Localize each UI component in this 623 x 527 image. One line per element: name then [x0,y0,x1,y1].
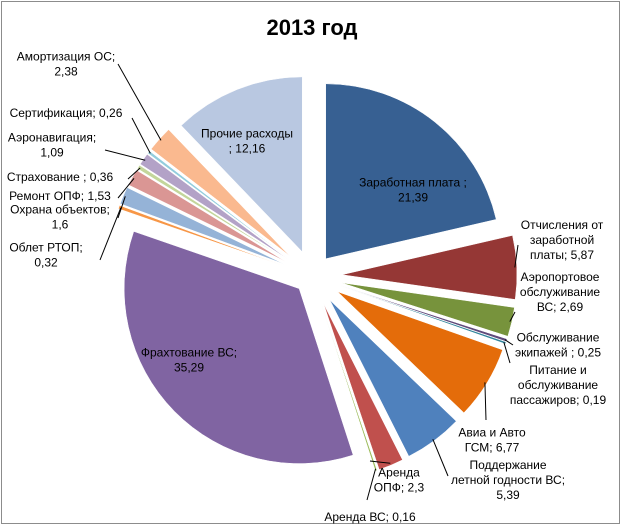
slice-label-13: Ремонт ОПФ; 1,53 [9,189,111,203]
leader-line-8 [369,460,391,464]
slice-label-4: Обслуживание экипажей ; 0,25 [515,331,601,360]
pie-slice-5 [340,285,507,345]
leader-line-9 [366,468,377,501]
slice-label-17: Амортизация ОС; 2,38 [17,50,115,79]
slice-label-1: Заработная плата ; 21,39 [359,176,467,205]
leader-line-15 [104,149,146,161]
slice-label-2: Отчисления от заработной платы; 5,87 [521,218,604,262]
pie-slice-8 [323,303,403,470]
pie-slices [118,76,518,472]
pie-slice-6 [337,291,503,414]
leader-line-14 [127,167,141,180]
slice-label-12: Охрана объектов; 1,6 [10,203,110,232]
leader-line-2 [514,244,519,268]
pie-slice-17 [150,129,290,257]
pie-slice-4 [340,285,508,342]
leader-line-13 [117,178,135,199]
pie-slice-3 [341,282,515,337]
leader-lines [99,63,519,501]
leader-line-4 [504,339,514,346]
pie-slice-15 [139,153,288,260]
pie-slice-1 [325,83,497,260]
slice-label-5: Питание и обслуживание пассажиров; 0,19 [510,363,607,407]
leader-line-12 [117,196,126,219]
slice-label-3: Аэропортовое обслуживание ВС; 2,69 [520,270,601,314]
slice-label-11: Облет РТОП; 0,32 [9,241,82,270]
slice-label-18: Прочие расходы; 12,16 [201,127,293,156]
pie-slice-14 [137,164,287,261]
pie-slice-11 [118,205,284,267]
leader-line-7 [432,438,449,477]
slice-label-7: Поддержание летной годности ВС; 5,39 [451,458,565,502]
chart-title: 2013 год [266,15,357,40]
leader-line-11 [99,207,122,261]
pie-slice-2 [341,235,518,300]
leader-line-5 [503,342,511,364]
slice-label-16: Сертификация; 0,26 [10,106,123,120]
leader-line-6 [484,382,487,421]
pie-slice-18 [180,76,303,253]
slice-labels: Заработная плата ; 21,39 Отчисления от зара… [7,50,607,525]
slice-label-10: Фрахтование ВС; 35,29 [141,346,237,375]
leader-line-3 [509,311,516,322]
leader-line-17 [117,63,162,141]
slice-label-14: Страхование ; 0,36 [7,170,114,184]
slice-label-6: Авиа и Авто ГСМ; 6,77 [458,426,526,455]
slice-label-9: Аренда ВС; 0,16 [324,510,416,524]
leader-line-16 [131,117,151,154]
slice-label-15: Аэронавигация; 1,09 [8,131,96,160]
pie-slice-10 [123,231,354,464]
slice-label-8: Аренда ОПФ; 2,3 [374,466,425,495]
